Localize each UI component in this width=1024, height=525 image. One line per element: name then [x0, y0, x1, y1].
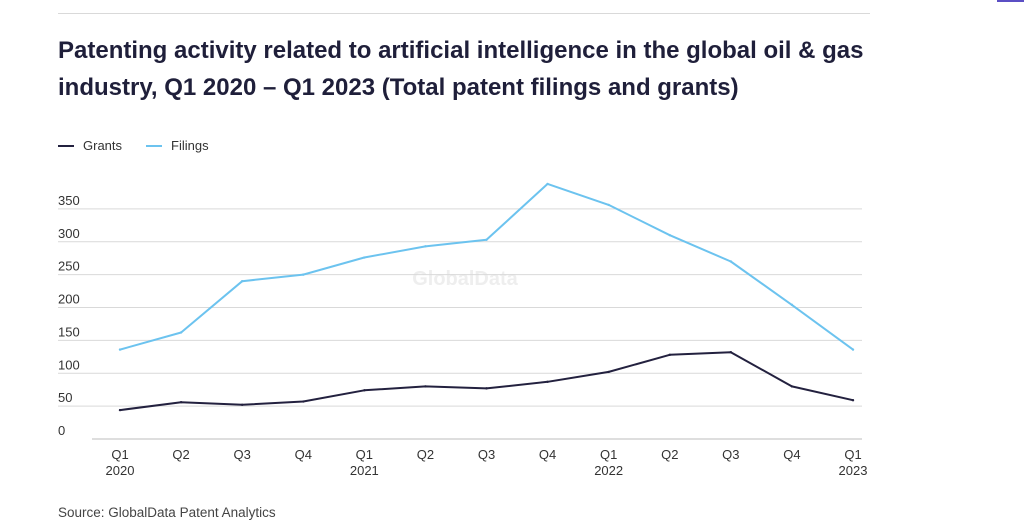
- y-tick-label-150: 150: [58, 324, 80, 339]
- x-tick-year-label: 2020: [106, 463, 135, 478]
- x-tick-label: Q2: [417, 447, 434, 462]
- data-point-filings: [729, 260, 733, 263]
- watermark-text: GlobalData: [412, 268, 518, 290]
- x-tick-label: Q3: [478, 447, 495, 462]
- x-tick-label: Q1: [600, 447, 617, 462]
- data-point-grants: [179, 400, 183, 404]
- x-tick-label: Q1: [356, 447, 373, 462]
- y-tick-label-50: 50: [58, 390, 72, 405]
- data-point-grants: [118, 408, 122, 412]
- data-point-filings: [424, 245, 427, 248]
- data-point-filings: [790, 303, 794, 307]
- data-point-grants: [668, 353, 671, 357]
- data-point-filings: [607, 203, 610, 207]
- legend-label-filings: Filings: [171, 138, 209, 153]
- data-point-filings: [240, 280, 244, 283]
- x-tick-label: Q4: [783, 447, 800, 462]
- y-tick-label-250: 250: [58, 259, 80, 274]
- data-point-grants: [546, 380, 549, 383]
- source-note: Source: GlobalData Patent Analytics: [58, 505, 276, 520]
- data-point-grants: [729, 351, 733, 354]
- data-point-filings: [546, 182, 549, 186]
- x-tick-label: Q3: [233, 447, 250, 462]
- data-point-grants: [363, 389, 366, 392]
- x-tick-label: Q1: [111, 447, 128, 462]
- legend-label-grants: Grants: [83, 138, 123, 153]
- x-tick-year-label: 2022: [594, 463, 623, 478]
- x-tick-label: Q2: [172, 447, 189, 462]
- y-tick-label-100: 100: [58, 357, 80, 372]
- y-tick-label-200: 200: [58, 292, 80, 307]
- data-point-filings: [668, 233, 671, 237]
- y-tick-label-350: 350: [58, 193, 80, 208]
- top-divider: [58, 13, 870, 14]
- data-point-filings: [118, 348, 122, 351]
- data-point-grants: [607, 370, 610, 374]
- chart-legend: Grants Filings: [58, 138, 209, 153]
- y-tick-label-300: 300: [58, 226, 80, 241]
- x-tick-label: Q4: [295, 447, 312, 462]
- data-point-grants: [302, 400, 305, 403]
- data-point-grants: [240, 403, 244, 407]
- x-tick-label: Q4: [539, 447, 556, 462]
- legend-swatch-grants: [58, 144, 74, 147]
- data-point-filings: [363, 256, 366, 259]
- data-point-grants: [790, 385, 794, 388]
- legend-item-filings: Filings: [146, 138, 209, 153]
- data-point-grants: [424, 385, 427, 388]
- chart-title: Patenting activity related to artificial…: [58, 37, 864, 101]
- x-tick-label: Q1: [844, 447, 861, 462]
- data-point-filings: [851, 348, 855, 351]
- legend-swatch-filings: [146, 144, 163, 147]
- x-tick-label: Q3: [722, 447, 739, 462]
- data-point-filings: [179, 331, 183, 334]
- data-point-grants: [485, 387, 488, 390]
- x-tick-year-label: 2021: [350, 463, 379, 478]
- x-tick-label: Q2: [661, 447, 678, 462]
- data-point-filings: [302, 273, 305, 276]
- y-tick-label-0: 0: [58, 423, 65, 438]
- data-point-filings: [485, 238, 488, 241]
- corner-accent: [997, 0, 1024, 2]
- series-line-grants: [119, 351, 854, 412]
- x-tick-year-label: 2023: [839, 463, 868, 478]
- legend-item-grants: Grants: [58, 138, 122, 153]
- data-point-grants: [851, 399, 855, 402]
